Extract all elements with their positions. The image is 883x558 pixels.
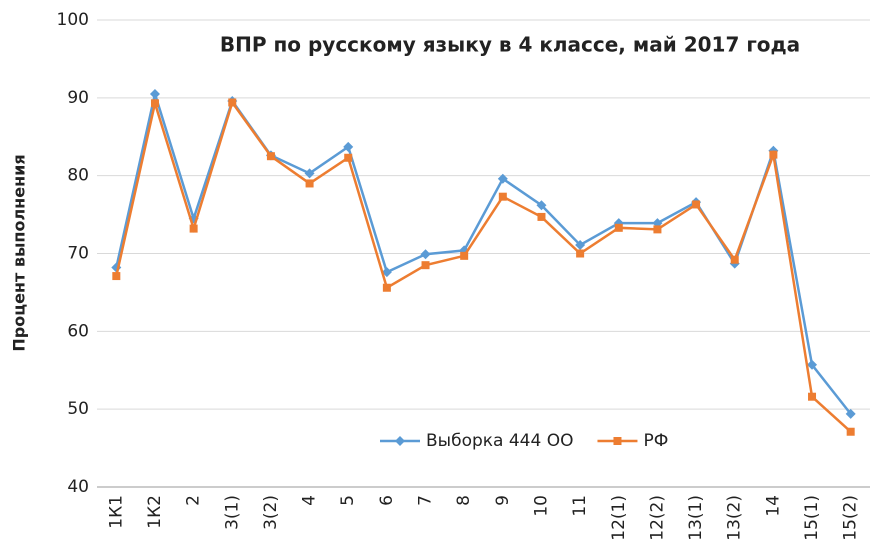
y-axis-label: Процент выполнения	[10, 154, 29, 351]
x-tick-label: 15(1)	[802, 495, 822, 541]
data-point	[382, 283, 391, 292]
x-tick-label: 13(1)	[686, 495, 706, 541]
series-line	[115, 98, 852, 433]
data-point	[576, 249, 585, 258]
legend-marker	[613, 437, 622, 445]
data-point	[344, 153, 353, 162]
x-tick-label: 15(2)	[841, 495, 861, 541]
x-tick-label: 5	[338, 495, 358, 506]
data-point	[807, 359, 818, 370]
chart-title: ВПР по русскому языку в 4 классе, май 20…	[220, 33, 800, 57]
legend-marker	[395, 436, 405, 446]
x-tick-label: 7	[416, 495, 436, 506]
x-tick-label: 11	[570, 495, 590, 517]
data-point	[381, 267, 392, 278]
y-tick-label: 80	[67, 166, 89, 186]
data-point	[808, 392, 817, 401]
data-point	[692, 200, 701, 209]
y-tick-label: 50	[67, 399, 89, 419]
y-tick-label: 40	[67, 477, 89, 497]
data-point	[614, 223, 623, 232]
data-point	[497, 173, 508, 184]
data-point	[266, 152, 275, 161]
data-point	[305, 179, 314, 188]
y-tick-label: 60	[67, 321, 89, 341]
x-tick-label: 1К2	[145, 495, 165, 529]
x-tick-label: 12(2)	[647, 495, 667, 541]
data-point	[189, 224, 198, 233]
x-tick-label: 12(1)	[609, 495, 629, 541]
data-point	[149, 88, 160, 99]
legend-label: Выборка 444 ОО	[426, 431, 573, 451]
y-tick-label: 90	[67, 88, 89, 108]
x-tick-label: 14	[763, 495, 783, 517]
data-point	[112, 272, 121, 281]
x-tick-label: 10	[531, 495, 551, 517]
data-point	[304, 168, 315, 179]
data-point	[460, 251, 469, 260]
x-tick-label: 13(2)	[725, 495, 745, 541]
data-point	[537, 212, 546, 221]
data-point	[730, 255, 739, 264]
data-point	[769, 150, 778, 159]
x-tick-label: 3(1)	[222, 495, 242, 530]
legend-label: РФ	[643, 431, 668, 451]
x-tick-label: 4	[300, 495, 320, 506]
x-tick-label: 6	[377, 495, 397, 506]
data-point	[343, 141, 354, 152]
data-point	[498, 192, 507, 201]
y-tick-label: 100	[57, 10, 89, 30]
x-tick-label: 2	[184, 495, 204, 506]
y-tick-label: 70	[67, 244, 89, 264]
data-point	[420, 249, 431, 260]
x-tick-label: 8	[454, 495, 474, 506]
data-point	[845, 408, 856, 419]
x-tick-label: 1К1	[106, 495, 126, 529]
x-tick-label: 9	[493, 495, 513, 506]
data-point	[228, 98, 237, 107]
x-tick-label: 3(2)	[261, 495, 281, 530]
data-point	[653, 225, 662, 234]
data-point	[536, 200, 547, 211]
data-point	[575, 239, 586, 250]
data-point	[421, 261, 430, 270]
data-point	[846, 427, 855, 436]
data-point	[150, 99, 159, 108]
